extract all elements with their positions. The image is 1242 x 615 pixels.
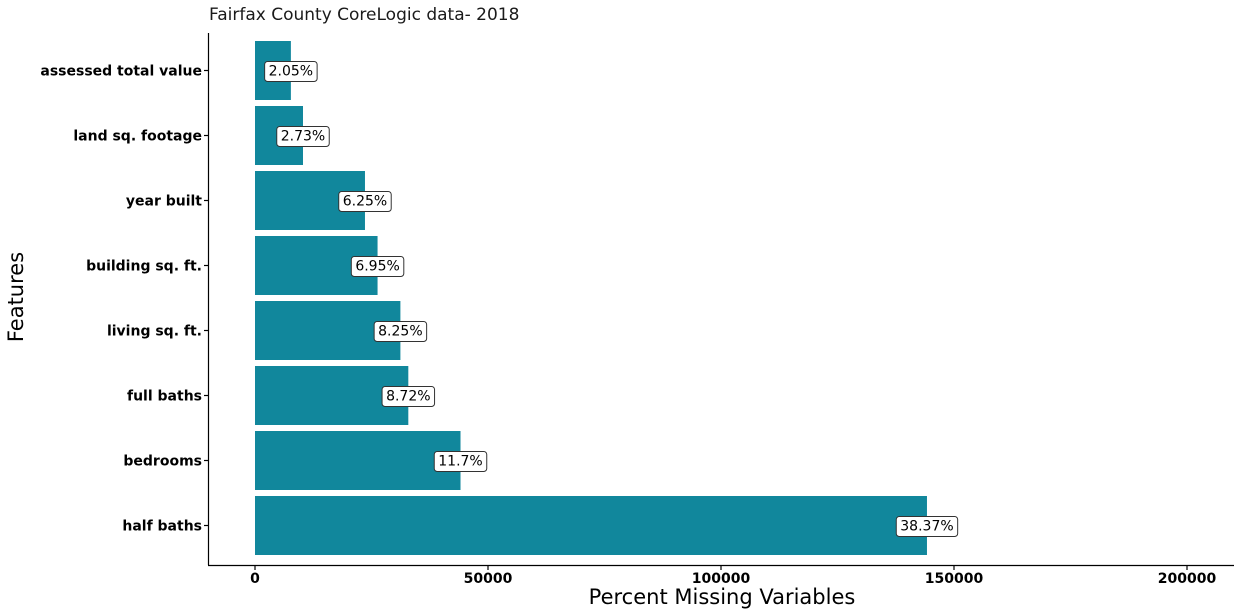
data-labels: 2.05% 2.73% 6.25% 6.95% 8.25% 8.72% 11.7% 38.37… (264, 61, 959, 537)
data-label-text: 6.25% (343, 194, 387, 210)
bar (255, 431, 461, 490)
chart-title: Fairfax County CoreLogic data- 2018 (209, 5, 519, 25)
x-axis-ticks: 0 50000 100000 150000 200000 (250, 565, 1216, 587)
data-label-text: 8.25% (378, 324, 422, 340)
data-label-box (276, 126, 330, 147)
data-label-text: 11.7% (438, 454, 482, 470)
y-tick-label: full baths (127, 389, 202, 405)
data-label: 11.7% (433, 451, 488, 472)
x-tick-label: 100000 (692, 571, 751, 587)
y-tick-label: building sq. ft. (86, 259, 202, 275)
data-label-text: 2.73% (281, 129, 325, 145)
x-tick-label: 50000 (464, 571, 513, 587)
y-axis-title: Features (4, 252, 28, 342)
y-tick-label: half baths (122, 519, 202, 535)
data-label-text: 38.37% (900, 519, 953, 535)
data-label-box (433, 451, 488, 472)
x-tick-label: 200000 (1158, 571, 1217, 587)
data-label-box (373, 321, 428, 342)
data-label: 6.95% (350, 256, 405, 277)
data-label-text: 6.95% (355, 259, 399, 275)
x-axis-title: Percent Missing Variables (589, 585, 856, 609)
data-label: 38.37% (895, 516, 959, 537)
y-tick-label: year built (126, 194, 202, 210)
data-label-box (895, 516, 959, 537)
bar (255, 496, 927, 555)
data-label: 2.05% (264, 61, 318, 82)
data-label: 2.73% (276, 126, 330, 147)
data-label: 8.25% (373, 321, 428, 342)
x-tick-label: 150000 (925, 571, 984, 587)
data-label-box (350, 256, 405, 277)
x-tick-label: 0 (250, 571, 260, 587)
y-tick-label: living sq. ft. (107, 324, 202, 340)
data-label: 8.72% (381, 386, 436, 407)
data-label-box (338, 191, 392, 212)
data-label-box (381, 386, 436, 407)
y-tick-label: land sq. footage (73, 129, 202, 145)
bars (255, 41, 927, 555)
data-label-box (264, 61, 318, 82)
data-label-text: 2.05% (269, 64, 313, 80)
y-tick-label: bedrooms (123, 454, 202, 470)
y-tick-label: assessed total value (40, 64, 202, 80)
data-label-text: 8.72% (386, 389, 430, 405)
data-label: 6.25% (338, 191, 392, 212)
y-axis-ticks: assessed total value land sq. footage year… (40, 64, 208, 535)
